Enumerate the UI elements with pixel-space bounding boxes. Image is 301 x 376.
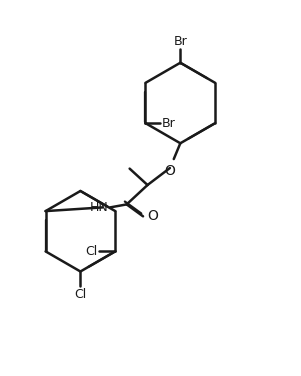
Text: Br: Br [173,35,187,49]
Text: Br: Br [161,117,175,130]
Text: O: O [147,209,158,223]
Text: O: O [164,164,175,178]
Text: HN: HN [90,201,109,214]
Text: Cl: Cl [85,245,98,258]
Text: Cl: Cl [74,288,87,301]
